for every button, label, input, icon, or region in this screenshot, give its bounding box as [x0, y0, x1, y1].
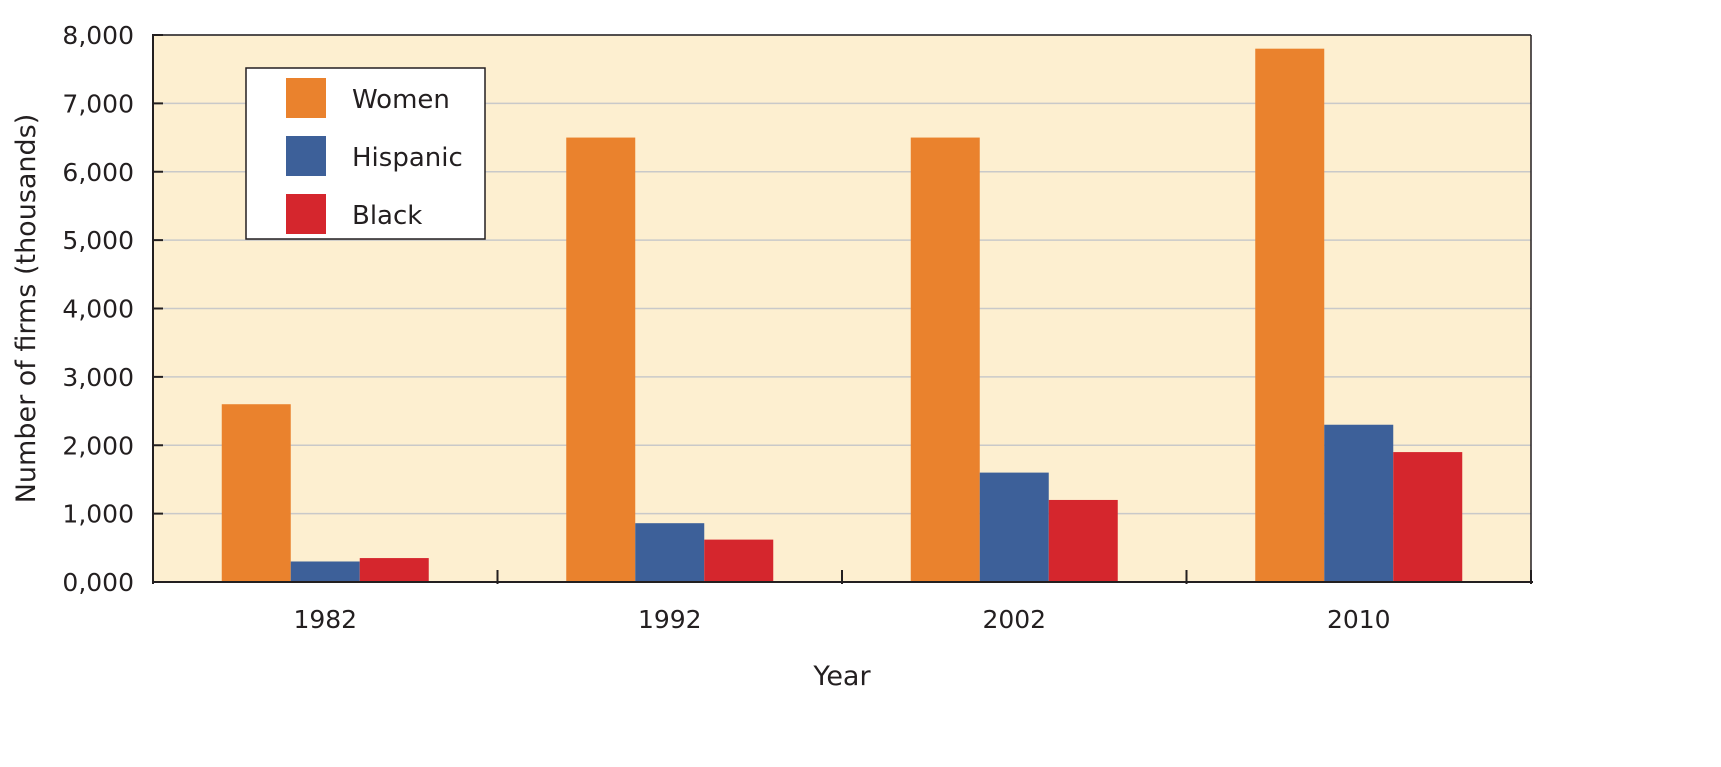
- y-tick-label: 7,000: [62, 89, 134, 118]
- legend-label-hispanic: Hispanic: [352, 143, 463, 173]
- legend-label-women: Women: [352, 85, 450, 115]
- legend-label-black: Black: [352, 201, 422, 231]
- bar-hispanic-2002: [979, 472, 1049, 582]
- legend-box: [245, 67, 486, 240]
- bar-black-2002: [1048, 499, 1118, 582]
- bar-women-1982: [221, 404, 291, 582]
- y-tick-label: 1,000: [62, 500, 134, 529]
- x-tick-label: 2010: [1327, 605, 1391, 634]
- x-tick-label: 1992: [638, 605, 702, 634]
- legend-swatch-hispanic: [286, 136, 326, 176]
- y-axis-title: Number of firms (thousands): [11, 114, 42, 504]
- y-tick-label: 8,000: [62, 21, 134, 50]
- legend-swatch-women: [286, 78, 326, 118]
- x-tick-label: 2002: [982, 605, 1046, 634]
- bar-black-1992: [704, 539, 774, 582]
- y-tick-label: 0,000: [62, 568, 134, 597]
- bar-women-2002: [910, 137, 980, 582]
- bars: [221, 48, 1463, 583]
- x-axis-labels: 1982 1992 2002 2010: [293, 605, 1390, 634]
- bar-women-1992: [566, 137, 636, 582]
- y-axis-ticks: 0,000 1,000 2,000 3,000 4,000 5,000 6,000 7,000…: [62, 21, 163, 597]
- legend: Women Hispanic Black: [245, 67, 486, 240]
- y-tick-label: 6,000: [62, 158, 134, 187]
- bar-hispanic-1992: [635, 523, 705, 582]
- y-tick-label: 5,000: [62, 226, 134, 255]
- y-tick-label: 3,000: [62, 363, 134, 392]
- bar-women-2010: [1255, 48, 1325, 583]
- legend-swatch-black: [286, 194, 326, 234]
- bar-black-2010: [1393, 452, 1463, 582]
- x-tick-label: 1982: [293, 605, 357, 634]
- y-tick-label: 4,000: [62, 295, 134, 324]
- x-axis-title: Year: [812, 661, 871, 692]
- y-tick-label: 2,000: [62, 431, 134, 460]
- bar-black-1982: [359, 558, 429, 582]
- bar-hispanic-2010: [1324, 424, 1394, 582]
- bar-hispanic-1982: [290, 561, 360, 582]
